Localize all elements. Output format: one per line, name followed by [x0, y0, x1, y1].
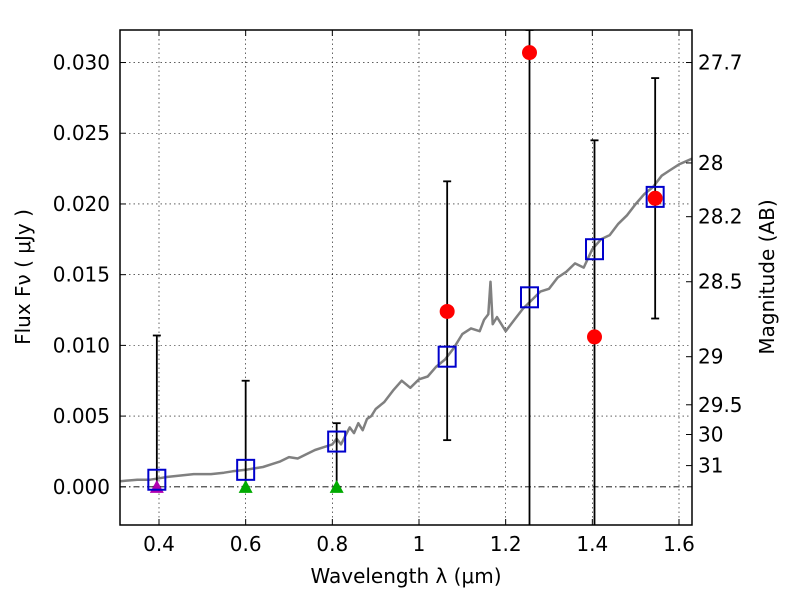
- x-tick-label: 0.4: [143, 532, 175, 556]
- x-tick-label: 1: [413, 532, 426, 556]
- observed-flux-point: [587, 329, 602, 345]
- upper-limit-triangle: [149, 479, 164, 493]
- y-axis-ticks: 0.000 0.005 0.010 0.015 0.020 0.025 0.030: [53, 51, 126, 499]
- error-bars: [152, 30, 660, 525]
- right-axis-label: Magnitude (AB): [755, 199, 779, 354]
- model-flux-square: [520, 286, 539, 309]
- upper-limit-triangle: [329, 479, 344, 493]
- right-tick-label: 29: [698, 345, 723, 369]
- y-tick-label: 0.015: [53, 263, 110, 287]
- x-axis-ticks: 0.4 0.6 0.8 1 1.2 1.4 1.6: [143, 30, 695, 556]
- y-axis-label: Flux Fν ( μJy ): [11, 209, 35, 345]
- model-spectrum-line: [120, 157, 692, 483]
- grid: [120, 30, 692, 525]
- markers: [147, 45, 665, 493]
- model-flux-square: [147, 468, 167, 491]
- right-axis-ticks: 27.7 28 28.2 28.5 29 29.5 30 31: [686, 51, 743, 478]
- right-tick-label: 28: [698, 151, 723, 175]
- x-tick-label: 0.8: [316, 532, 348, 556]
- x-tick-label: 0.6: [230, 532, 262, 556]
- model-flux-square: [327, 430, 347, 453]
- y-tick-label: 0.030: [53, 51, 110, 75]
- model-flux-square: [585, 238, 604, 261]
- right-tick-label: 31: [698, 454, 723, 478]
- right-tick-label: 28.5: [698, 270, 743, 294]
- right-tick-label: 27.7: [698, 51, 743, 75]
- y-tick-label: 0.005: [53, 404, 110, 428]
- x-tick-label: 1.2: [490, 532, 522, 556]
- x-tick-label: 1.6: [663, 532, 695, 556]
- model-flux-square: [645, 185, 665, 208]
- right-tick-label: 30: [698, 422, 723, 446]
- y-tick-label: 0.010: [53, 333, 110, 357]
- model-flux-square: [236, 458, 256, 481]
- upper-limit-triangle: [238, 479, 253, 493]
- observed-flux-point: [439, 303, 455, 319]
- right-tick-label: 28.2: [698, 205, 743, 229]
- observed-flux-point: [647, 190, 663, 206]
- observed-flux-point: [522, 45, 537, 61]
- model-flux-square: [437, 345, 457, 368]
- y-tick-label: 0.000: [53, 475, 110, 499]
- plot-frame: [119, 29, 693, 526]
- x-axis-label: Wavelength λ (μm): [310, 564, 501, 588]
- y-tick-label: 0.025: [53, 121, 110, 145]
- model-spectrum-layer: [120, 157, 692, 483]
- x-tick-label: 1.4: [576, 532, 608, 556]
- right-tick-label: 29.5: [698, 393, 743, 417]
- y-tick-label: 0.020: [53, 192, 110, 216]
